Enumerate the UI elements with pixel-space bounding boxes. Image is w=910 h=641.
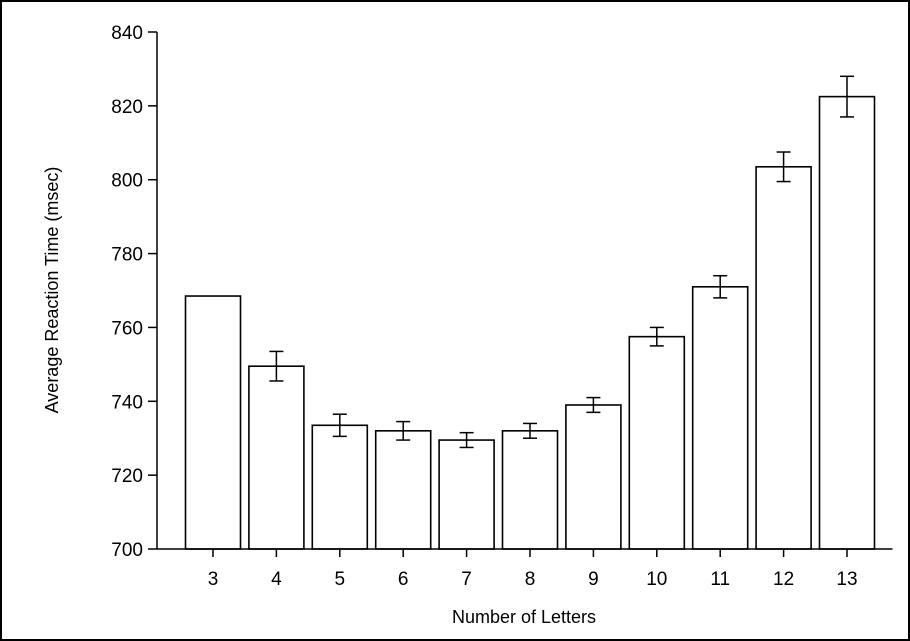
x-axis-label: Number of Letters xyxy=(452,607,596,627)
bar-7 xyxy=(438,439,495,550)
x-tick-label: 9 xyxy=(588,569,599,590)
y-tick-label: 760 xyxy=(111,318,143,339)
x-tick-label: 11 xyxy=(710,569,730,590)
bar-10 xyxy=(628,335,686,550)
y-tick-label: 740 xyxy=(111,392,143,413)
y-tick-label: 780 xyxy=(111,245,143,266)
x-tick-label: 4 xyxy=(271,569,282,590)
bar-13 xyxy=(818,95,876,550)
y-tick-label: 700 xyxy=(111,540,143,561)
bar-11 xyxy=(691,286,749,550)
y-tick-label: 840 xyxy=(111,23,143,44)
x-tick-label: 8 xyxy=(525,569,536,590)
bar-9 xyxy=(565,404,622,550)
y-tick-label: 820 xyxy=(111,97,143,118)
bar-4 xyxy=(248,365,305,550)
bars xyxy=(184,75,876,550)
y-axis-label: Average Reaction Time (msec) xyxy=(42,167,62,414)
x-axis: 3 4 5 6 7 8 9 10 11 12 13 xyxy=(157,548,893,590)
x-tick-label: 6 xyxy=(398,569,409,590)
x-tick-label: 5 xyxy=(335,569,346,590)
x-tick-label: 12 xyxy=(773,569,794,590)
x-tick-label: 3 xyxy=(208,569,219,590)
x-tick-label: 10 xyxy=(646,569,667,590)
bar-12 xyxy=(755,165,812,550)
x-tick-label: 13 xyxy=(836,569,857,590)
y-tick-label: 720 xyxy=(111,466,143,487)
y-axis: 700 720 740 760 780 800 820 840 xyxy=(111,23,158,561)
y-tick-label: 800 xyxy=(111,171,143,192)
x-tick-label: 7 xyxy=(461,569,472,590)
bar-6 xyxy=(374,430,432,550)
bar-5 xyxy=(311,424,369,550)
bar-3 xyxy=(184,295,242,550)
bar-8 xyxy=(501,430,559,550)
